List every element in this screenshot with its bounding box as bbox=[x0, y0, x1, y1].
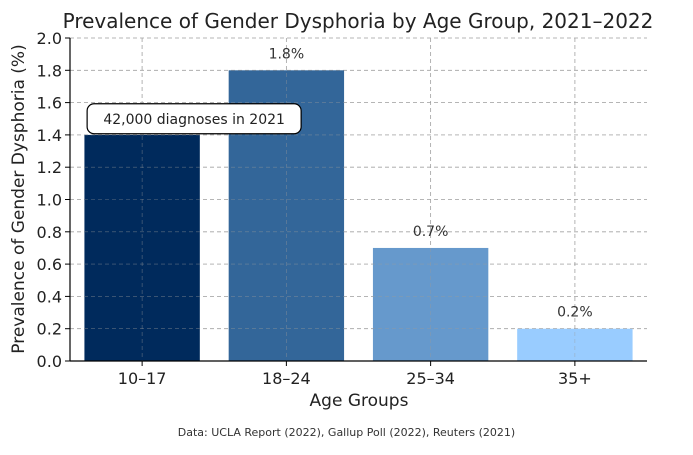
data-labels: 1.8% 0.7% 0.2% bbox=[269, 46, 593, 320]
annotation-text: 42,000 diagnoses in 2021 bbox=[103, 112, 285, 128]
y-tick-label: 0.6 bbox=[37, 255, 62, 274]
bar-chart: Prevalence of Gender Dysphoria by Age Gr… bbox=[9, 9, 654, 411]
data-label: 0.2% bbox=[557, 305, 593, 321]
x-tick-label: 35+ bbox=[558, 369, 592, 388]
chart-title: Prevalence of Gender Dysphoria by Age Gr… bbox=[63, 9, 654, 33]
y-tick-label: 2.0 bbox=[37, 29, 62, 48]
annotation: 42,000 diagnoses in 2021 bbox=[86, 103, 302, 135]
x-tick-label: 25–34 bbox=[406, 369, 455, 388]
y-tick-label: 1.6 bbox=[37, 94, 62, 113]
x-tick-labels: 10–17 18–24 25–34 35+ bbox=[118, 369, 592, 388]
y-tick-label: 0.4 bbox=[37, 287, 62, 306]
annotation-box bbox=[86, 103, 302, 135]
axes bbox=[65, 37, 647, 366]
y-tick-label: 0.0 bbox=[37, 352, 62, 371]
data-label: 1.8% bbox=[269, 46, 305, 62]
y-tick-label: 1.4 bbox=[37, 126, 62, 145]
y-tick-label: 0.8 bbox=[37, 223, 62, 242]
y-tick-label: 0.2 bbox=[37, 320, 62, 339]
y-tick-label: 1.0 bbox=[37, 191, 62, 210]
data-label: 0.7% bbox=[413, 224, 449, 240]
x-tick-label: 10–17 bbox=[118, 369, 167, 388]
bars bbox=[70, 37, 647, 362]
y-tick-label: 1.8 bbox=[37, 61, 62, 80]
x-tick-label: 18–24 bbox=[262, 369, 311, 388]
y-tick-label: 1.2 bbox=[37, 158, 62, 177]
y-axis-label: Prevalence of Gender Dysphoria (%) bbox=[9, 44, 29, 353]
y-tick-labels: 0.0 0.2 0.4 0.6 0.8 1.0 1.2 1.4 1.6 1.8 2.0 bbox=[37, 29, 62, 371]
source-note: Data: UCLA Report (2022), Gallup Poll (2… bbox=[177, 426, 516, 439]
x-axis-label: Age Groups bbox=[310, 391, 409, 411]
